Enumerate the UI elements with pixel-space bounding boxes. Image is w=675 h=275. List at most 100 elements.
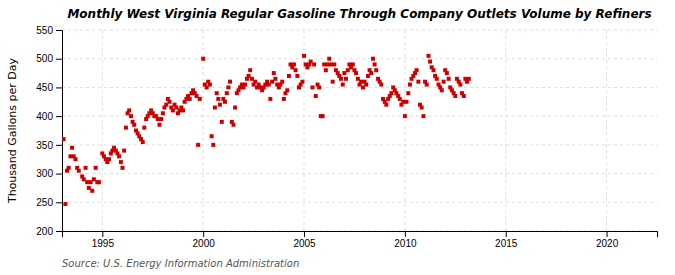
point — [216, 97, 220, 101]
point — [268, 97, 272, 101]
point — [226, 85, 230, 89]
tick: 300 — [36, 168, 62, 179]
point — [342, 71, 346, 75]
point — [247, 74, 251, 78]
point — [159, 117, 163, 121]
point — [121, 166, 125, 170]
point — [458, 83, 462, 87]
point — [161, 111, 165, 115]
point — [415, 68, 419, 72]
point — [462, 94, 466, 98]
point — [188, 97, 192, 101]
tick-label: 450 — [36, 82, 53, 93]
point — [84, 166, 88, 170]
tick-mark — [56, 87, 62, 88]
point — [311, 85, 315, 89]
point — [294, 68, 298, 72]
point — [132, 123, 136, 127]
point — [223, 100, 227, 104]
tick-label: 400 — [36, 111, 53, 122]
point — [374, 68, 378, 72]
tick-label: 2005 — [293, 238, 316, 249]
point — [435, 77, 439, 81]
tick-mark — [506, 231, 507, 237]
tick-mark — [56, 116, 62, 117]
point — [63, 202, 67, 206]
point — [225, 91, 229, 95]
point — [67, 166, 71, 170]
tick-label: 300 — [36, 168, 53, 179]
point — [344, 77, 348, 81]
point — [70, 146, 74, 150]
tick: 400 — [36, 111, 62, 122]
tick: 500 — [36, 53, 62, 64]
point — [302, 54, 306, 58]
point — [369, 71, 373, 75]
point — [129, 114, 133, 118]
point — [213, 106, 217, 110]
point — [421, 114, 425, 118]
point — [196, 143, 200, 147]
plot-area: 1995200020052010201520202002503003504004… — [36, 25, 657, 249]
y-axis: 200250300350400450500550 — [36, 25, 62, 237]
point — [282, 97, 286, 101]
tick: 250 — [36, 197, 62, 208]
point — [389, 91, 393, 95]
point — [287, 74, 291, 78]
point — [90, 189, 94, 193]
point — [373, 62, 377, 66]
tick-mark — [56, 30, 62, 31]
point — [354, 71, 358, 75]
point — [117, 154, 121, 158]
point — [351, 62, 355, 66]
axis-line — [63, 232, 658, 238]
point — [233, 106, 237, 110]
point — [321, 114, 325, 118]
point — [285, 88, 289, 92]
point — [453, 94, 457, 98]
tick-label: 200 — [36, 226, 53, 237]
point — [442, 80, 446, 84]
point — [440, 88, 444, 92]
point — [408, 83, 412, 87]
point — [317, 85, 321, 89]
grid-line-y — [62, 202, 657, 203]
point — [141, 140, 145, 144]
tick-mark — [607, 231, 608, 237]
point — [406, 91, 410, 95]
tick-mark — [203, 231, 204, 237]
point — [339, 77, 343, 81]
tick-mark — [56, 174, 62, 175]
point — [273, 77, 277, 81]
tick: 2005 — [293, 231, 316, 249]
point — [447, 77, 451, 81]
grid-line-y — [62, 30, 657, 31]
point — [107, 157, 111, 161]
point — [329, 62, 333, 66]
axis-line — [56, 31, 63, 232]
grid — [62, 30, 657, 231]
point — [312, 62, 316, 66]
point — [272, 71, 276, 75]
title: Monthly West Virginia Regular Gasoline T… — [67, 7, 651, 21]
point — [201, 57, 205, 61]
point — [94, 166, 98, 170]
tick-label: 2015 — [495, 238, 518, 249]
point — [231, 123, 235, 127]
x-axis: 199520002005201020152020 — [63, 231, 658, 249]
tick: 450 — [36, 82, 62, 93]
point — [267, 83, 271, 87]
points — [62, 54, 471, 206]
point — [142, 126, 146, 130]
grid-line-x — [304, 30, 305, 231]
tick-mark — [56, 145, 62, 146]
point — [379, 83, 383, 87]
grid-line-x — [606, 30, 607, 231]
tick: 2020 — [596, 231, 619, 249]
tick-mark — [56, 202, 62, 203]
point — [428, 60, 432, 64]
point — [243, 83, 247, 87]
point — [85, 180, 89, 184]
point — [295, 74, 299, 78]
point — [332, 62, 336, 66]
